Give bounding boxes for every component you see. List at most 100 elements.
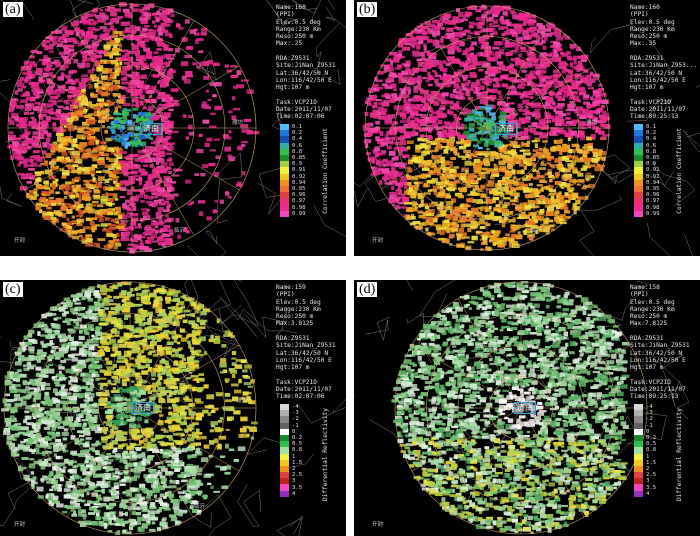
echo-cell [102, 149, 110, 152]
echo-cell [136, 416, 142, 422]
echo-cell [480, 160, 487, 165]
echo-cell [526, 140, 531, 145]
echo-cell [31, 135, 40, 139]
echo-cell [561, 205, 565, 208]
echo-cell [533, 176, 539, 180]
echo-cell [52, 101, 57, 105]
echo-cell [498, 95, 503, 101]
echo-cell [113, 8, 121, 12]
echo-cell [462, 186, 467, 190]
echo-cell [139, 242, 144, 248]
echo-cell [91, 228, 96, 233]
echo-cell [155, 179, 162, 184]
echo-cell [63, 107, 70, 110]
echo-cell [152, 20, 156, 24]
echo-cell [114, 378, 121, 384]
echo-cell [91, 57, 97, 62]
echo-cell [30, 162, 38, 167]
echo-cell [465, 47, 471, 52]
echo-cell [154, 16, 158, 19]
echo-cell [95, 15, 103, 19]
echo-cell [154, 230, 158, 234]
echo-cell [74, 78, 80, 83]
echo-cell [38, 130, 46, 135]
echo-cell [93, 147, 100, 152]
echo-cell [573, 60, 577, 65]
echo-cell [114, 17, 118, 23]
echo-cell [131, 218, 136, 222]
echo-cell [385, 95, 390, 99]
echo-cell [78, 453, 86, 458]
echo-cell [151, 187, 159, 192]
echo-cell [480, 78, 487, 81]
echo-cell [420, 25, 429, 30]
echo-cell [208, 162, 216, 167]
colorbar-swatch [634, 154, 643, 162]
echo-cell [539, 209, 545, 213]
echo-cell [242, 171, 246, 176]
echo-cell [151, 377, 156, 381]
echo-cell [97, 176, 105, 181]
echo-cell [562, 155, 570, 160]
echo-cell [500, 181, 507, 185]
echo-cell [405, 109, 410, 114]
echo-cell [550, 127, 559, 132]
echo-cell [85, 45, 93, 48]
echo-cell [104, 37, 112, 41]
echo-cell [447, 49, 455, 55]
echo-cell [478, 68, 484, 72]
echo-cell [33, 191, 37, 195]
echo-cell [536, 184, 543, 187]
echo-cell [28, 392, 32, 397]
echo-cell [424, 205, 430, 210]
echo-cell [117, 16, 122, 20]
echo-cell [554, 217, 559, 222]
echo-cell [118, 444, 125, 448]
echo-cell [426, 128, 433, 132]
echo-cell [542, 201, 549, 204]
echo-cell [115, 62, 119, 67]
echo-cell [61, 159, 68, 164]
echo-cell [110, 59, 118, 65]
echo-cell [491, 104, 496, 109]
echo-cell [60, 71, 65, 75]
echo-cell [553, 83, 560, 88]
echo-cell [138, 80, 142, 85]
echo-cell [17, 172, 25, 176]
echo-cell [457, 220, 465, 223]
echo-cell [558, 61, 567, 66]
echo-cell [164, 103, 172, 106]
echo-cell [423, 102, 429, 107]
echo-cell [161, 243, 167, 248]
colorbar-tick-label: 0.97 [646, 198, 660, 205]
echo-cell [231, 96, 236, 101]
echo-cell [488, 78, 495, 81]
echo-cell [506, 143, 514, 147]
echo-cell [509, 63, 515, 68]
echo-cell [129, 165, 134, 169]
echo-cell [478, 112, 483, 116]
echo-cell [521, 31, 530, 36]
echo-cell [148, 29, 156, 34]
radar-panel-b: (b) Name:160 (PPI) Elev:0.5 deg Range:230 K… [354, 0, 700, 256]
echo-cell [378, 160, 385, 163]
echo-cell [493, 12, 500, 15]
echo-cell [377, 106, 384, 112]
echo-cell [114, 158, 119, 163]
echo-cell [26, 65, 33, 69]
echo-cell [24, 135, 28, 140]
echo-cell [498, 145, 503, 150]
echo-cell [131, 104, 137, 107]
echo-cell [112, 48, 118, 53]
echo-cell [105, 192, 109, 197]
echo-cell [124, 27, 131, 32]
echo-cell [449, 122, 453, 127]
echo-cell [585, 172, 592, 175]
echo-cell [398, 49, 403, 53]
echo-cell [584, 162, 591, 165]
echo-cell [449, 213, 454, 217]
echo-cell [112, 193, 118, 199]
echo-cell [559, 150, 563, 155]
echo-cell [108, 187, 114, 191]
echo-cell [514, 45, 519, 51]
